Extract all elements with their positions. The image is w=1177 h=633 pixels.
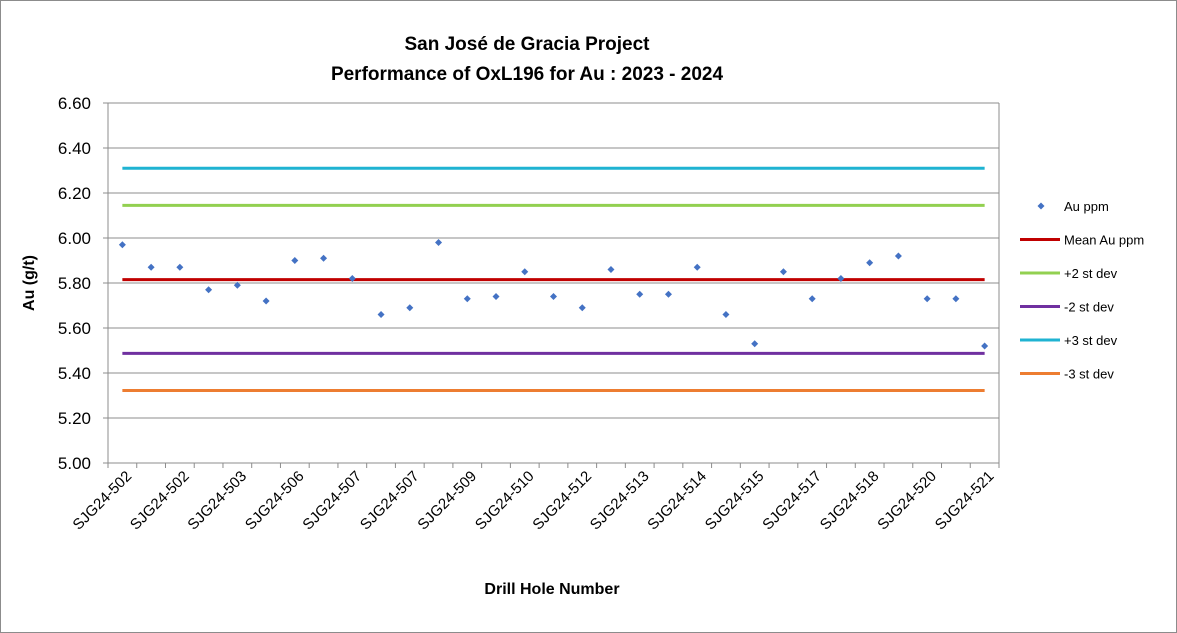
x-tick-label: SJG24-521	[932, 468, 998, 534]
y-tick-label: 5.20	[58, 409, 91, 428]
chart-subtitle: Performance of OxL196 for Au : 2023 - 20…	[331, 64, 724, 85]
x-tick-label: SJG24-518	[817, 468, 883, 534]
data-point	[377, 311, 385, 318]
data-point	[233, 281, 241, 289]
x-axis-label: Drill Hole Number	[484, 581, 619, 598]
data-point	[722, 311, 730, 318]
chart-title: San José de Gracia Project	[404, 34, 650, 55]
x-tick-label: SJG24-506	[242, 468, 308, 534]
y-tick-label: 5.40	[58, 364, 91, 383]
legend-marker	[1037, 202, 1045, 210]
x-tick-label: SJG24-514	[644, 468, 710, 534]
y-tick-label: 6.20	[58, 184, 91, 203]
y-axis-label: Au (g/t)	[21, 255, 38, 311]
data-point	[664, 290, 672, 298]
x-tick-label: SJG24-510	[472, 468, 538, 534]
data-point	[607, 266, 615, 273]
y-tick-labels: 5.00 5.20 5.40 5.60 5.80 6.00 6.20 6.40 6.60	[58, 94, 91, 473]
data-point	[435, 239, 443, 246]
legend-label: +3 st dev	[1064, 333, 1118, 348]
x-tick-label: SJG24-512	[529, 468, 595, 534]
data-point	[894, 252, 902, 260]
y-tick-label: 6.00	[58, 229, 91, 248]
data-point	[492, 293, 500, 300]
y-tick-label: 5.80	[58, 274, 91, 293]
x-tick-label: SJG24-507	[299, 468, 365, 534]
x-tick-label: SJG24-503	[184, 468, 250, 534]
x-tick-label: SJG24-515	[702, 468, 768, 534]
x-tick-labels: SJG24-502SJG24-502SJG24-503SJG24-506SJG2…	[70, 468, 998, 534]
legend-label: -3 st dev	[1064, 367, 1114, 382]
data-point	[406, 304, 414, 312]
x-tick-label: SJG24-509	[414, 468, 480, 534]
data-point	[866, 259, 874, 267]
data-point	[779, 268, 787, 276]
data-point	[636, 290, 644, 298]
legend-label: Au ppm	[1064, 199, 1109, 214]
data-point	[751, 340, 759, 348]
data-point	[952, 295, 960, 303]
data-point	[262, 297, 270, 305]
data-markers	[118, 239, 989, 350]
y-tick-label: 5.60	[58, 319, 91, 338]
legend-label: Mean Au ppm	[1064, 233, 1144, 248]
x-tick-label: SJG24-517	[759, 468, 825, 534]
data-point	[981, 342, 989, 350]
data-point	[550, 293, 557, 300]
data-point	[463, 295, 471, 303]
legend-label: -2 st dev	[1064, 300, 1114, 315]
grid-layer	[103, 102, 1000, 468]
data-point	[693, 263, 701, 271]
data-point	[147, 263, 155, 271]
data-point	[521, 268, 529, 276]
legend: Au ppm Mean Au ppm +2 st dev -2 st dev +3 st…	[1020, 199, 1144, 382]
legend-label: +2 st dev	[1064, 266, 1118, 281]
data-point	[837, 275, 845, 282]
reference-lines	[122, 166, 985, 393]
data-point	[291, 257, 299, 264]
data-point	[205, 286, 213, 294]
y-tick-label: 5.00	[58, 454, 91, 473]
data-point	[808, 295, 816, 303]
x-tick-label: SJG24-520	[874, 468, 940, 534]
data-point	[118, 241, 126, 249]
data-point	[320, 254, 328, 262]
y-tick-label: 6.40	[58, 139, 91, 158]
data-point	[578, 304, 586, 312]
x-tick-label: SJG24-513	[587, 468, 653, 534]
data-point	[923, 295, 931, 303]
data-point	[176, 263, 184, 271]
x-tick-label: SJG24-502	[127, 468, 193, 534]
x-tick-label: SJG24-507	[357, 468, 423, 534]
x-tick-label: SJG24-502	[70, 468, 136, 534]
y-tick-label: 6.60	[58, 94, 91, 113]
data-point	[348, 275, 356, 282]
